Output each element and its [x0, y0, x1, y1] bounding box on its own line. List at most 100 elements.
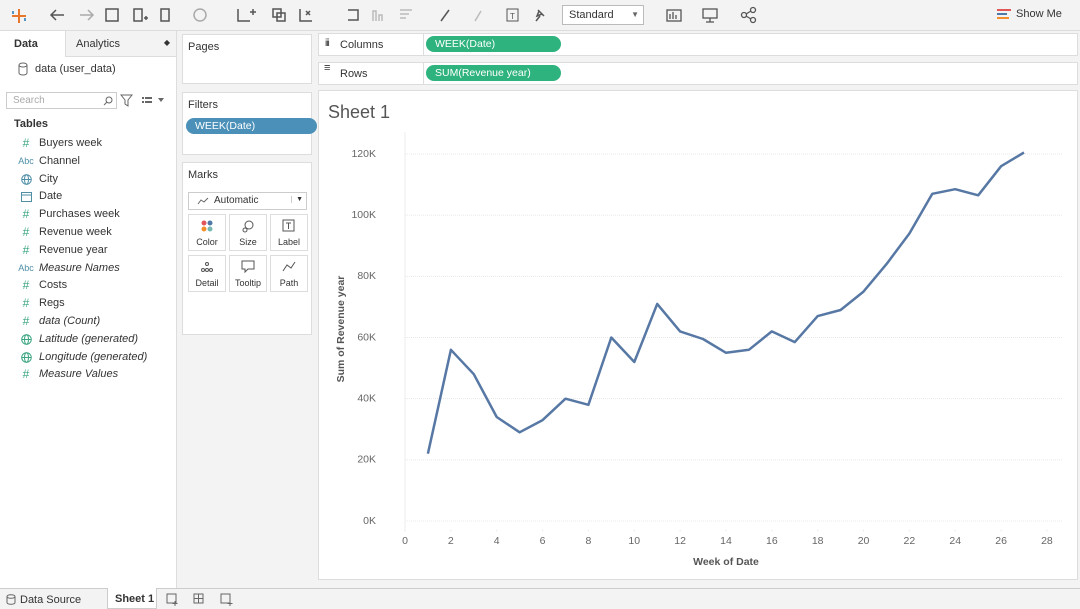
- x-tick-label: 10: [628, 535, 640, 547]
- tab-label: Data: [14, 38, 38, 50]
- x-axis-title: Week of Date: [693, 556, 759, 568]
- sheet-tab-label: Sheet 1: [115, 593, 155, 605]
- y-tick-label: 0K: [363, 515, 376, 527]
- field-item[interactable]: Longitude (generated): [0, 348, 176, 366]
- show-me-button[interactable]: Show Me: [996, 6, 1066, 24]
- rows-shelf: ≡ Rows SUM(Revenue year): [318, 62, 1078, 85]
- pane-tools[interactable]: [120, 93, 170, 109]
- svg-text:T: T: [510, 12, 515, 21]
- y-tick-label: 20K: [357, 454, 376, 466]
- x-tick-label: 18: [812, 535, 824, 547]
- path-button[interactable]: Path: [270, 255, 308, 292]
- field-item[interactable]: # Regs: [0, 294, 176, 312]
- field-name: Regs: [39, 297, 65, 310]
- field-item[interactable]: # Purchases week: [0, 205, 176, 223]
- view-icons[interactable]: [665, 6, 725, 26]
- search-box[interactable]: Search: [6, 92, 117, 109]
- data-source-name[interactable]: data (user_data): [35, 63, 116, 75]
- detail-button[interactable]: Detail: [188, 255, 226, 292]
- column-pill[interactable]: WEEK(Date): [426, 36, 561, 52]
- field-name: Costs: [39, 279, 68, 292]
- field-type-icon: #: [22, 367, 30, 382]
- field-type-icon: #: [22, 278, 30, 293]
- field-name: Longitude (generated): [39, 350, 148, 363]
- field-name: Revenue week: [39, 226, 112, 238]
- size-button[interactable]: Size: [229, 214, 267, 251]
- field-item[interactable]: Abc Channel: [0, 152, 176, 170]
- field-name: Revenue year: [39, 243, 108, 256]
- y-tick-label: 40K: [357, 392, 376, 404]
- filters-card: Filters WEEK(Date): [182, 92, 317, 155]
- sheet-tab[interactable]: Sheet 1: [107, 588, 157, 609]
- show-me-label: Show Me: [1016, 8, 1062, 20]
- detail-icon: [201, 262, 213, 272]
- field-type-icon: [18, 348, 34, 369]
- field-item[interactable]: # Revenue week: [0, 223, 176, 241]
- y-axis-title: Sum of Revenue year: [335, 276, 347, 383]
- label-icon: [282, 219, 295, 232]
- button-label: Size: [239, 237, 257, 247]
- path-icon: [282, 261, 296, 272]
- x-tick-label: 22: [904, 535, 916, 547]
- chart: Sheet 1 Week of Date Sum of Revenue year…: [318, 90, 1078, 580]
- shelf-label: Columns: [340, 39, 384, 51]
- sheet-tab-bar: Data Source Sheet 1: [0, 588, 1080, 609]
- button-label: Detail: [195, 278, 219, 288]
- mark-type-dropdown[interactable]: Automatic ▼: [188, 192, 307, 210]
- toolbar-icons[interactable]: T: [48, 6, 528, 26]
- x-tick-label: 26: [995, 535, 1007, 547]
- label-button[interactable]: Label: [270, 214, 308, 251]
- tooltip-icon: [241, 260, 255, 274]
- card-title: Marks: [188, 169, 218, 181]
- field-type-icon: Abc: [18, 155, 34, 166]
- data-tab[interactable]: Data: [0, 31, 66, 57]
- x-tick-label: 6: [540, 535, 546, 547]
- field-item[interactable]: Latitude (generated): [0, 330, 176, 348]
- size-icon: [242, 220, 254, 233]
- field-name: Channel: [39, 154, 80, 167]
- marks-card: Marks Automatic ▼ Color Size Label Detai…: [182, 162, 312, 335]
- x-tick-label: 20: [858, 535, 870, 547]
- y-tick-label: 60K: [357, 331, 376, 343]
- field-item[interactable]: Date: [0, 187, 176, 205]
- x-tick-label: 0: [402, 535, 408, 547]
- field-item[interactable]: # data (Count): [0, 312, 176, 330]
- x-tick-label: 8: [585, 535, 591, 547]
- data-source-tab[interactable]: Data Source: [20, 594, 82, 606]
- field-type-icon: #: [22, 136, 30, 150]
- data-source-icon: [6, 594, 16, 605]
- analytics-tab[interactable]: Analytics ◆: [66, 31, 176, 57]
- field-item[interactable]: # Costs: [0, 276, 176, 294]
- color-icon: [201, 220, 213, 232]
- field-item[interactable]: City: [0, 170, 176, 188]
- tooltip-button[interactable]: Tooltip: [229, 255, 267, 292]
- field-name: Date: [39, 190, 63, 203]
- x-tick-label: 12: [674, 535, 686, 547]
- shelf-label: Rows: [340, 68, 368, 80]
- fit-dropdown[interactable]: Standard ▼: [562, 5, 644, 25]
- row-pill[interactable]: SUM(Revenue year): [426, 65, 561, 81]
- field-item[interactable]: Abc Measure Names: [0, 259, 176, 277]
- filter-pill[interactable]: WEEK(Date): [186, 118, 317, 134]
- share-icon[interactable]: [740, 6, 758, 26]
- sheet-title: Sheet 1: [328, 102, 390, 122]
- y-tick-label: 120K: [351, 148, 376, 160]
- color-button[interactable]: Color: [188, 214, 226, 251]
- pages-card: Pages: [182, 34, 312, 84]
- show-me-icon: [997, 9, 1011, 19]
- field-item[interactable]: # Buyers week: [0, 134, 176, 152]
- new-sheet-buttons[interactable]: [165, 592, 240, 607]
- mark-type-icon: [197, 197, 209, 205]
- toolbar: T Standard ▼ Show Me: [0, 0, 1080, 31]
- field-item[interactable]: # Measure Values: [0, 365, 176, 383]
- button-label: Label: [277, 237, 301, 247]
- pin-icon[interactable]: [532, 6, 548, 26]
- x-tick-label: 14: [720, 535, 732, 547]
- field-item[interactable]: # Revenue year: [0, 241, 176, 259]
- field-name: Buyers week: [39, 137, 102, 149]
- logo: [12, 9, 26, 23]
- button-label: Path: [279, 278, 299, 288]
- button-label: Tooltip: [234, 278, 261, 288]
- tab-arrows: ◆: [163, 38, 170, 47]
